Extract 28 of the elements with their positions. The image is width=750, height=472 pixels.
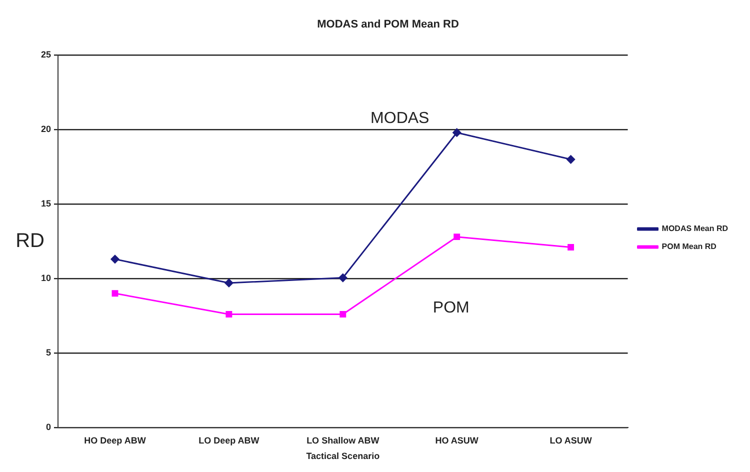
chart-title: MODAS and POM Mean RD: [317, 18, 459, 31]
annotation: POM: [432, 300, 470, 317]
point: [452, 128, 462, 137]
y-tick-label: 10: [40, 273, 52, 284]
point: [568, 244, 574, 250]
y-tick-label: 15: [40, 198, 52, 209]
legend-label: MODAS Mean RD: [662, 224, 728, 234]
y-tick-label: 25: [40, 50, 52, 60]
point: [224, 278, 234, 288]
x-tick-label: LO ASUW: [550, 435, 592, 446]
point: [110, 254, 120, 264]
x-tick-label: LO Deep ABW: [198, 435, 260, 446]
x-tick-label: HO ASUW: [435, 435, 479, 446]
legend-label: POM Mean RD: [662, 242, 717, 252]
point: [112, 290, 118, 297]
y-axis-title: RD: [16, 230, 44, 252]
x-axis-title: Tactical Scenario: [306, 451, 380, 462]
x-tick-label: HO Deep ABW: [84, 435, 146, 446]
point: [226, 311, 232, 318]
point: [340, 311, 346, 318]
y-tick-label: 20: [40, 124, 52, 134]
point: [566, 155, 576, 164]
y-tick-label: 0: [46, 422, 52, 432]
point: [338, 274, 348, 282]
point: [454, 234, 460, 240]
x-tick-label: LO Shallow ABW: [306, 435, 380, 446]
annotation: MODAS: [370, 110, 430, 127]
y-tick-label: 5: [46, 347, 52, 358]
